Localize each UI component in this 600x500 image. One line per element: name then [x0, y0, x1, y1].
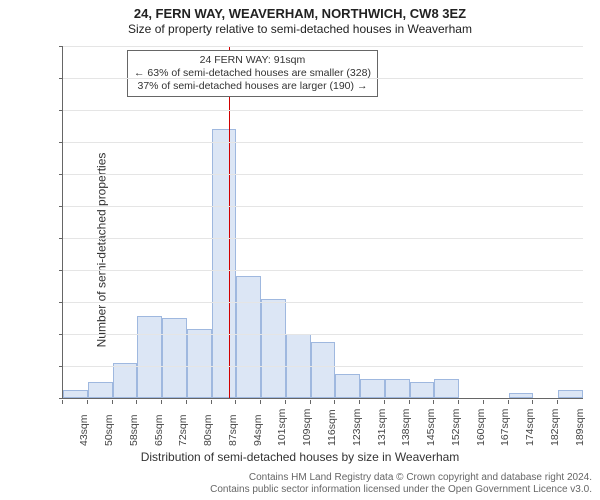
y-tick-label: 180 [0, 104, 54, 116]
annotation-box: 24 FERN WAY: 91sqm ← 63% of semi-detache… [127, 50, 378, 97]
chart-title: 24, FERN WAY, WEAVERHAM, NORTHWICH, CW8 … [0, 6, 600, 21]
y-tick-label: 200 [0, 72, 54, 84]
histogram-bar [236, 276, 261, 398]
histogram-bar [410, 382, 435, 398]
histogram-bar [385, 379, 410, 398]
y-tick-label: 40 [0, 328, 54, 340]
histogram-bar [261, 299, 286, 398]
footer-line1: Contains HM Land Registry data © Crown c… [210, 472, 592, 484]
histogram-bar [162, 318, 187, 398]
footer-credits: Contains HM Land Registry data © Crown c… [210, 472, 592, 496]
histogram-bar [509, 393, 534, 398]
chart-subtitle: Size of property relative to semi-detach… [0, 22, 600, 36]
histogram-bar [558, 390, 583, 398]
y-tick-label: 20 [0, 360, 54, 372]
y-tick-label: 80 [0, 264, 54, 276]
chart-container: 24, FERN WAY, WEAVERHAM, NORTHWICH, CW8 … [0, 0, 600, 500]
annotation-line1: 24 FERN WAY: 91sqm [134, 54, 371, 67]
bar-group [63, 46, 583, 398]
y-tick-label: 100 [0, 232, 54, 244]
y-tick-label: 120 [0, 200, 54, 212]
y-tick-label: 60 [0, 296, 54, 308]
plot-area: 24 FERN WAY: 91sqm ← 63% of semi-detache… [62, 46, 583, 399]
histogram-bar [113, 363, 138, 398]
x-ticks: 43sqm50sqm58sqm65sqm72sqm80sqm87sqm94sqm… [62, 400, 582, 456]
histogram-bar [187, 329, 212, 398]
histogram-bar [311, 342, 336, 398]
reference-line [229, 46, 230, 398]
y-tick-label: 0 [0, 392, 54, 404]
x-axis-title: Distribution of semi-detached houses by … [0, 450, 600, 464]
histogram-bar [434, 379, 459, 398]
annotation-line3: 37% of semi-detached houses are larger (… [134, 80, 371, 93]
histogram-bar [335, 374, 360, 398]
histogram-bar [212, 129, 237, 398]
histogram-bar [137, 316, 162, 398]
footer-line2: Contains public sector information licen… [210, 484, 592, 496]
histogram-bar [360, 379, 385, 398]
y-tick-label: 220 [0, 40, 54, 52]
y-tick-label: 160 [0, 136, 54, 148]
y-tick-label: 140 [0, 168, 54, 180]
histogram-bar [63, 390, 88, 398]
histogram-bar [88, 382, 113, 398]
